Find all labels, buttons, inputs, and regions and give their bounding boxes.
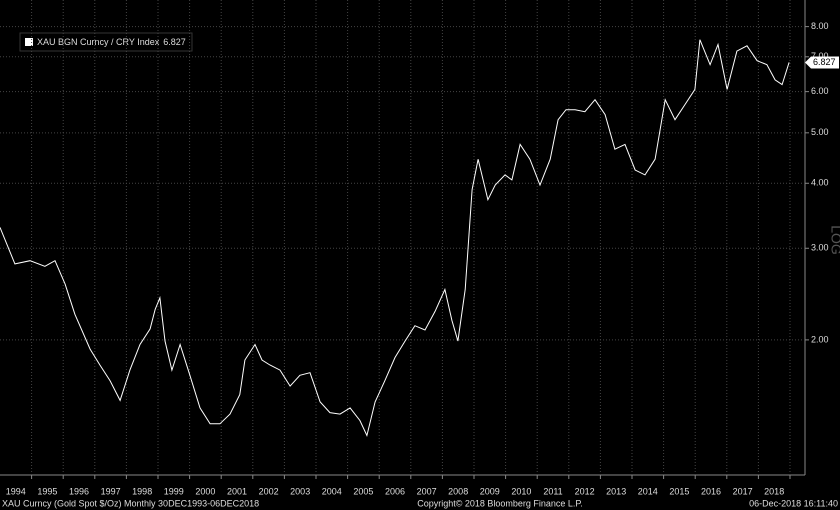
x-tick-label: 2008 <box>448 486 468 496</box>
legend-label: XAU BGN Curncy / CRY Index <box>37 37 160 47</box>
y-tick-label: 6.00 <box>811 86 829 96</box>
x-tick-label: 2013 <box>606 486 626 496</box>
x-tick-label: 2002 <box>259 486 279 496</box>
footer-left: XAU Curncy (Gold Spot $/Oz) Monthly 30DE… <box>2 498 259 508</box>
legend: XAU BGN Curncy / CRY Index 6.827 <box>19 32 193 52</box>
last-value-label: 6.827 <box>813 57 836 67</box>
x-tick-label: 2018 <box>764 486 784 496</box>
y-tick-label: 3.00 <box>811 243 829 253</box>
footer-right: 06-Dec-2018 16:11:40 <box>749 498 838 508</box>
x-tick-label: 2004 <box>322 486 342 496</box>
x-tick-label: 2011 <box>543 486 562 496</box>
footer-center: Copyright© 2018 Bloomberg Finance L.P. <box>417 498 583 508</box>
x-tick-label: 2006 <box>385 486 405 496</box>
x-tick-label: 2005 <box>353 486 373 496</box>
x-tick-label: 1998 <box>132 486 152 496</box>
legend-value: 6.827 <box>163 37 186 47</box>
x-tick-label: 2003 <box>290 486 310 496</box>
axis-scale-label: LOG <box>828 225 840 255</box>
y-tick-label: 2.00 <box>811 334 829 344</box>
last-value-box <box>805 56 839 69</box>
x-tick-label: 1997 <box>101 486 121 496</box>
x-tick-label: 2012 <box>575 486 595 496</box>
x-tick-label: 2001 <box>227 486 247 496</box>
x-tick-label: 2007 <box>417 486 437 496</box>
y-tick-label: 8.00 <box>811 21 829 31</box>
x-tick-label: 1995 <box>37 486 57 496</box>
x-tick-label: 2016 <box>701 486 721 496</box>
y-tick-label: 7.00 <box>811 51 829 61</box>
x-tick-label: 2015 <box>669 486 689 496</box>
last-value-tag: 6.827 <box>805 56 839 69</box>
data-line <box>0 39 790 438</box>
x-tick-label: 2010 <box>511 486 531 496</box>
x-tick-label: 1994 <box>6 486 26 496</box>
x-tick-label: 2017 <box>733 486 753 496</box>
x-tick-label: 1996 <box>69 486 89 496</box>
legend-swatch <box>25 38 33 46</box>
x-tick-label: 2009 <box>480 486 500 496</box>
x-tick-label: 2000 <box>195 486 215 496</box>
legend-box <box>19 32 193 52</box>
x-tick-label: 2014 <box>638 486 658 496</box>
y-tick-label: 5.00 <box>811 127 829 137</box>
y-tick-label: 4.00 <box>811 178 829 188</box>
x-tick-label: 1999 <box>164 486 184 496</box>
